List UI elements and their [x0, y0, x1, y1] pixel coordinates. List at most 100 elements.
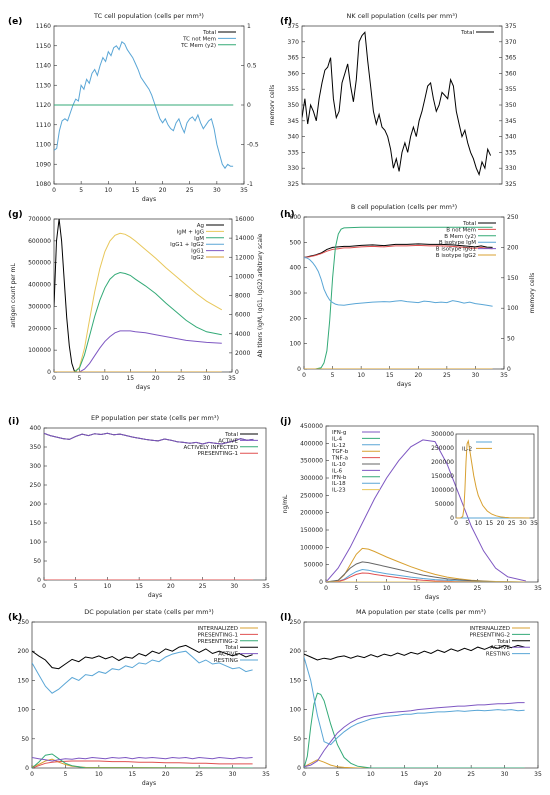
panel-label: (h)	[280, 210, 295, 220]
y2-tick-label: 335	[505, 149, 517, 156]
legend-label: IL-12	[332, 443, 346, 449]
y-axis-label: antigen count per mL	[10, 263, 17, 328]
x-tick-label: 30	[213, 187, 221, 194]
y-tick-label: 1120	[36, 102, 51, 109]
legend-label: B isotype IgG2	[436, 253, 476, 259]
chart-title: NK cell population (cells per mm³)	[347, 12, 458, 20]
panel-label: (f)	[280, 17, 292, 27]
legend-label: PRESENTING-2	[197, 639, 238, 645]
y-tick-label: 350	[30, 444, 42, 451]
legend-label: PRESENTING-2	[469, 632, 510, 638]
x-tick-label: 10	[383, 585, 391, 592]
inset-x-tick-label: 0	[454, 520, 458, 527]
x-tick-label: 15	[413, 585, 421, 592]
y-tick-label: 1110	[36, 122, 51, 129]
y-tick-label: 360	[288, 70, 300, 77]
legend-label: IFN-g	[332, 430, 346, 436]
x-tick-label: 35	[228, 375, 236, 382]
legend-label: INTERNALIZED	[470, 626, 510, 632]
y-tick-label: 200	[290, 648, 302, 655]
panel-label: (l)	[280, 613, 291, 623]
y-tick-label: 450000	[300, 423, 323, 430]
y-tick-label: 325	[288, 181, 300, 188]
x-tick-label: 35	[262, 771, 270, 778]
series-line-igm	[54, 271, 222, 372]
x-tick-label: 15	[135, 583, 143, 590]
y-tick-label: 100	[30, 539, 42, 546]
y-tick-label: 400	[290, 265, 302, 272]
legend-label: B isotype IgG1	[436, 247, 476, 253]
y-tick-label: 300	[290, 290, 302, 297]
x-tick-label: 5	[64, 771, 68, 778]
y2-tick-label: 14000	[235, 235, 254, 242]
y-tick-label: 300000	[28, 303, 51, 310]
inset-x-tick-label: 10	[474, 520, 482, 527]
x-tick-label: 35	[500, 372, 508, 379]
y-tick-label: 1160	[36, 23, 51, 30]
series-line-active	[44, 432, 254, 445]
y-tick-label: 250	[30, 482, 42, 489]
inset-x-tick-label: 20	[497, 520, 505, 527]
legend-label: B Mem (y2)	[444, 234, 476, 240]
y2-tick-label: 12000	[235, 254, 254, 261]
y-tick-label: 100	[290, 707, 302, 714]
x-axis-label: days	[142, 780, 156, 787]
x-tick-label: 5	[79, 187, 83, 194]
y-tick-label: 100	[18, 707, 30, 714]
x-tick-label: 20	[443, 585, 451, 592]
x-tick-label: 0	[52, 187, 56, 194]
x-tick-label: 20	[434, 771, 442, 778]
x-tick-label: 10	[101, 375, 109, 382]
x-tick-label: 20	[152, 375, 160, 382]
y2-tick-label: 355	[505, 86, 517, 93]
y2-tick-label: 6000	[235, 312, 250, 319]
chart-panel-f: (f) NK cell population (cells per mm³) 325…	[280, 12, 517, 188]
series-line-presenting-2	[304, 692, 525, 768]
legend-label: TC not Mem	[182, 36, 216, 42]
series-line-resting	[304, 656, 525, 746]
legend-label: TNF-a	[331, 456, 348, 462]
legend-label: Total	[224, 432, 238, 438]
series-line-total	[304, 243, 493, 258]
inset-y-tick-label: 250000	[431, 445, 454, 452]
inset-x-tick-label: 30	[519, 520, 527, 527]
y-tick-label: 500000	[28, 260, 51, 267]
x-tick-label: 30	[203, 375, 211, 382]
x-tick-label: 5	[354, 585, 358, 592]
y2-tick-label: 16000	[235, 216, 254, 223]
x-tick-label: 0	[302, 372, 306, 379]
y2-tick-label: 330	[505, 165, 517, 172]
x-tick-label: 0	[302, 771, 306, 778]
y-tick-label: 200	[18, 648, 30, 655]
y-tick-label: 600000	[28, 238, 51, 245]
y-tick-label: 1080	[36, 181, 51, 188]
legend-label: ACTIVE	[218, 438, 238, 444]
series-line-tc-not-mem	[54, 40, 234, 170]
series-line-tgf-b	[326, 547, 526, 582]
inset-y-tick-label: 200000	[431, 459, 454, 466]
legend-label: IL-10	[332, 462, 346, 468]
chart-title: B cell population (cells per mm³)	[351, 203, 457, 211]
chart-title: MA population per state (cells per mm³)	[356, 608, 486, 616]
x-tick-label: 0	[52, 375, 56, 382]
inset-x-tick-label: 35	[530, 520, 538, 527]
x-tick-label: 0	[30, 771, 34, 778]
y-axis-label: ng/mL	[282, 494, 289, 513]
chart-panel-k: (k) DC population per state (cells per mm…	[8, 608, 270, 787]
y-tick-label: 300	[30, 463, 42, 470]
y-tick-label: 50	[33, 558, 41, 565]
series-line-internalized	[304, 759, 525, 768]
x-tick-label: 30	[504, 585, 512, 592]
x-tick-label: 5	[331, 372, 335, 379]
x-tick-label: 25	[474, 585, 482, 592]
plot-frame	[301, 25, 503, 185]
legend-label: IL-6	[332, 468, 343, 474]
y2-tick-label: 365	[505, 55, 517, 62]
y-tick-label: 370	[288, 39, 300, 46]
x-tick-label: 10	[95, 771, 103, 778]
y-tick-label: 100000	[300, 544, 323, 551]
x-tick-label: 25	[177, 375, 185, 382]
x-tick-label: 30	[230, 583, 238, 590]
y2-tick-label: 0	[507, 366, 511, 373]
y-tick-label: 1100	[36, 142, 51, 149]
